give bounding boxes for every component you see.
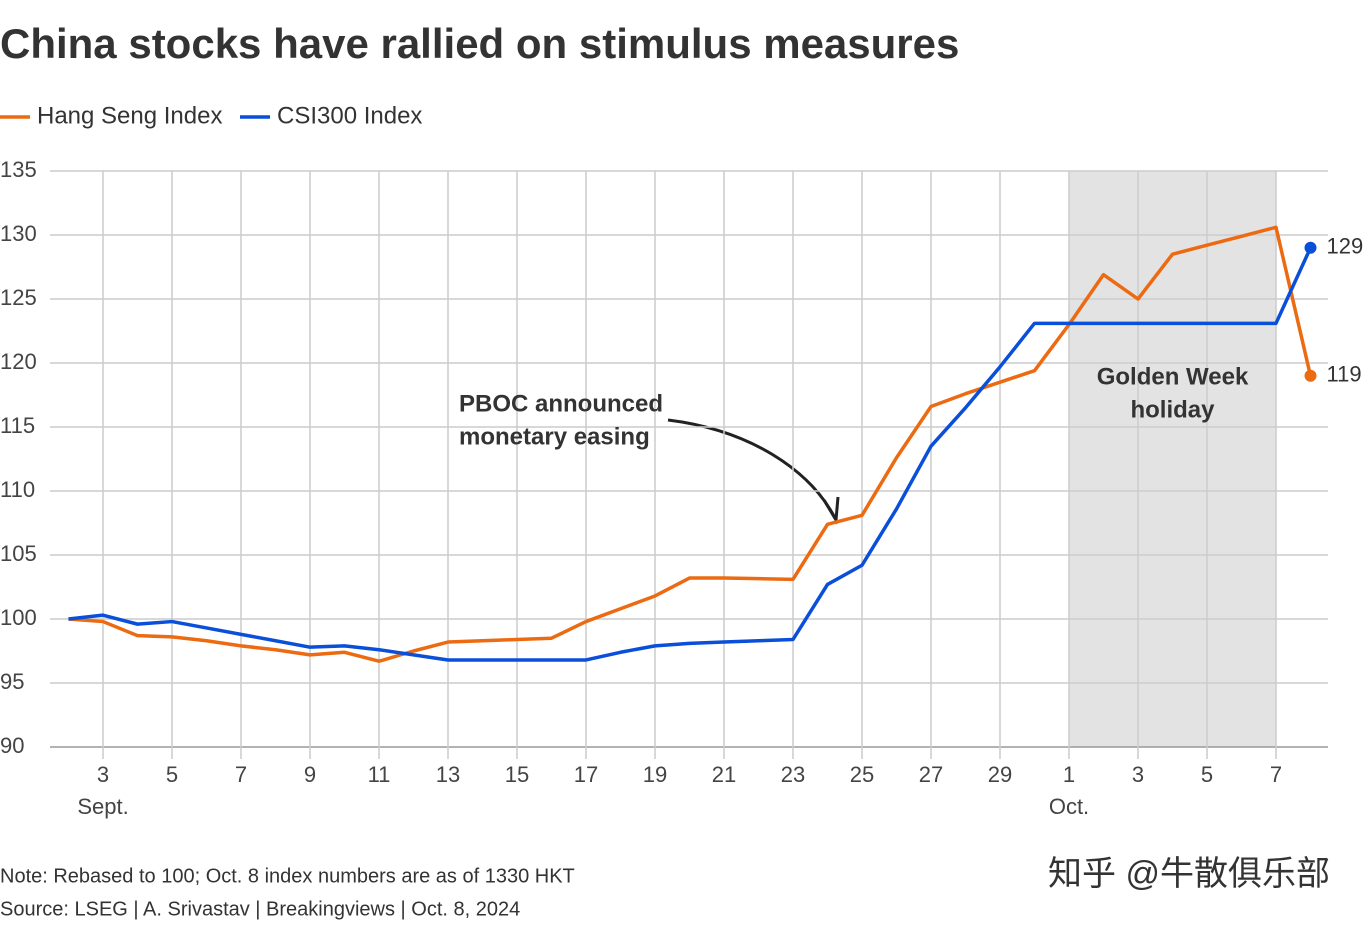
x-tick-label: 7 [1270, 762, 1282, 787]
shade-label: holiday [1130, 396, 1215, 423]
end-label: 129 [1327, 234, 1364, 259]
x-tick-label: 23 [781, 762, 805, 787]
x-tick-label: 27 [919, 762, 943, 787]
y-tick-label: 130 [0, 221, 37, 246]
y-tick-label: 105 [0, 541, 37, 566]
x-tick-label: 21 [712, 762, 736, 787]
end-dot [1304, 369, 1317, 382]
holiday-shade [1069, 171, 1276, 747]
arrow-head [822, 496, 840, 525]
y-tick-label: 100 [0, 605, 37, 630]
x-tick-label: 17 [574, 762, 598, 787]
legend-label: Hang Seng Index [37, 102, 222, 129]
arrow [667, 418, 837, 519]
y-tick-label: 115 [0, 413, 35, 438]
x-tick-label: 3 [1132, 762, 1144, 787]
x-tick-label: 11 [368, 762, 391, 787]
y-tick-label: 135 [0, 157, 37, 182]
month-label: Oct. [1049, 794, 1089, 819]
chart-title: China stocks have rallied on stimulus me… [0, 20, 959, 67]
annotation: PBOC announced [459, 390, 663, 417]
x-tick-label: 7 [235, 762, 247, 787]
y-tick-label: 95 [0, 669, 24, 694]
x-tick-label: 5 [1201, 762, 1213, 787]
end-dot [1304, 241, 1317, 254]
x-tick-label: 1 [1063, 762, 1075, 787]
x-tick-label: 15 [505, 762, 529, 787]
series-line [68, 247, 1313, 662]
x-tick-label: 29 [988, 762, 1012, 787]
annotation: monetary easing [459, 423, 650, 450]
series-line [68, 225, 1313, 663]
source: Source: LSEG | A. Srivastav | Breakingvi… [0, 898, 520, 920]
y-tick-label: 125 [0, 285, 37, 310]
y-tick-label: 90 [0, 733, 24, 758]
shade-label: Golden Week [1097, 363, 1249, 390]
x-tick-label: 5 [166, 762, 178, 787]
x-tick-label: 19 [643, 762, 667, 787]
x-tick-label: 9 [304, 762, 316, 787]
note: Note: Rebased to 100; Oct. 8 index numbe… [0, 865, 575, 887]
end-label: 119 [1327, 362, 1362, 387]
watermark: 知乎 @牛散俱乐部 [1048, 855, 1330, 893]
y-tick-label: 110 [0, 477, 35, 502]
x-tick-label: 25 [850, 762, 874, 787]
month-label: Sept. [77, 794, 128, 819]
x-tick-label: 3 [97, 762, 109, 787]
legend-label: CSI300 Index [277, 102, 422, 129]
y-tick-label: 120 [0, 349, 37, 374]
x-tick-label: 13 [436, 762, 460, 787]
